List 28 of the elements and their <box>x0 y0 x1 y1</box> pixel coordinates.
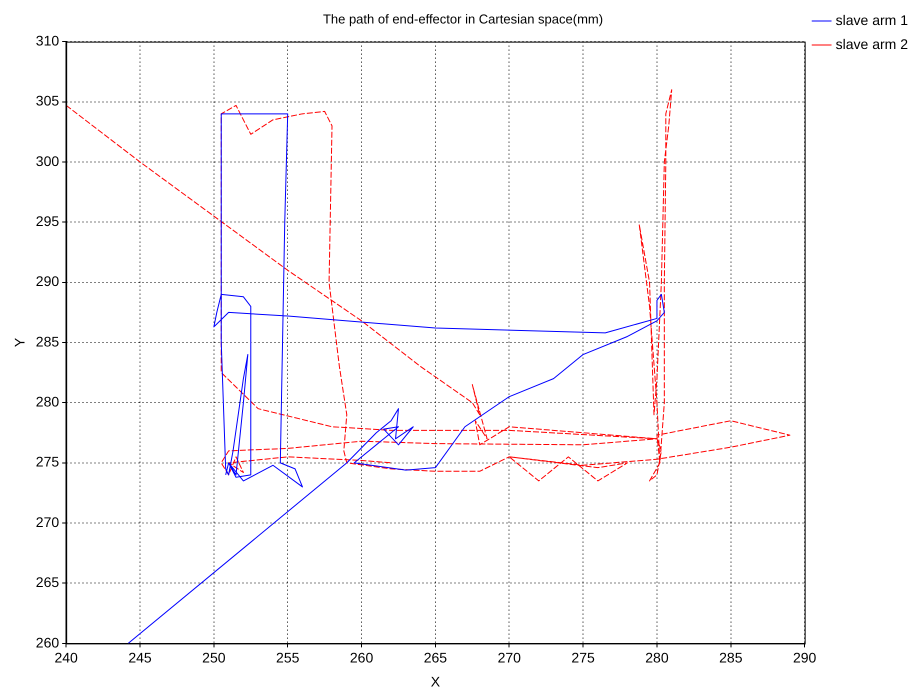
x-tick-label: 280 <box>645 650 669 666</box>
x-tick-label: 255 <box>276 650 300 666</box>
x-tick-label: 240 <box>54 650 78 666</box>
x-tick-label: 275 <box>571 650 595 666</box>
y-tick-label: 275 <box>36 454 60 470</box>
y-tick-label: 295 <box>36 213 60 229</box>
x-tick-label: 260 <box>350 650 374 666</box>
x-tick-label: 285 <box>719 650 743 666</box>
x-tick-label: 265 <box>424 650 448 666</box>
y-tick-label: 305 <box>36 92 60 109</box>
y-tick-label: 270 <box>36 514 60 530</box>
chart-title: The path of end-effector in Cartesian space(mm) <box>322 11 604 26</box>
y-tick-label: 260 <box>36 634 60 650</box>
y-tick-label: 310 <box>36 32 60 48</box>
y-tick-label: 285 <box>36 333 60 350</box>
x-tick-label: 270 <box>498 650 522 666</box>
y-tick-label: 280 <box>36 394 60 410</box>
x-tick-label: 250 <box>202 650 226 666</box>
x-tick-label: 290 <box>792 650 817 666</box>
y-tick-label: 300 <box>36 152 60 169</box>
y-tick-label: 290 <box>36 273 60 290</box>
legend-label: slave arm 1 <box>836 12 908 28</box>
y-axis-title: Y <box>11 337 28 348</box>
line-series <box>66 89 790 482</box>
y-tick-label: 265 <box>36 574 60 590</box>
x-tick-label: 245 <box>128 650 152 666</box>
x-axis-title: X <box>430 673 441 690</box>
legend-label: slave arm 2 <box>836 36 908 52</box>
